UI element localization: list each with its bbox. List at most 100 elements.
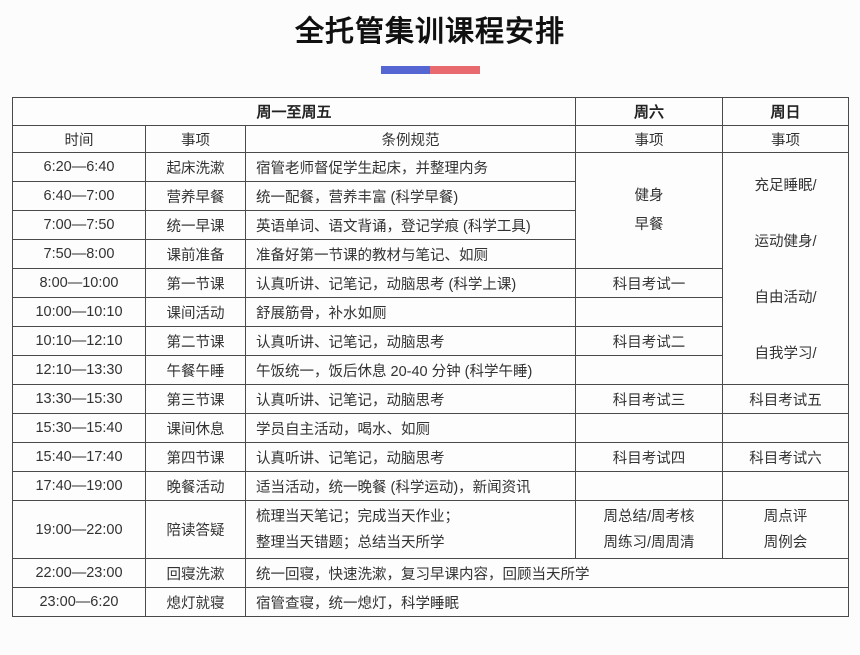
time-cell: 13:30—15:30 — [12, 384, 146, 414]
sun-line2: 周例会 — [763, 534, 808, 551]
divider-blue-segment — [380, 66, 430, 74]
item-cell: 起床洗漱 — [145, 152, 246, 182]
table-row: 6:40—7:00 营养早餐 统一配餐，营养丰富 (科学早餐) — [12, 181, 849, 211]
time-cell: 19:00—22:00 — [12, 500, 146, 559]
saturday-cell — [575, 471, 724, 501]
saturday-cell: 科目考试二 — [575, 326, 724, 356]
header-row-columns: 时间 事项 条例规范 事项 事项 — [12, 125, 850, 153]
rule-cell: 认真听讲、记笔记，动脑思考 — [244, 442, 577, 472]
sunday-cell: 科目考试六 — [722, 442, 850, 472]
divider-red-segment — [430, 66, 480, 74]
item-cell: 午餐午睡 — [145, 355, 246, 385]
header-sat-item: 事项 — [575, 125, 724, 153]
header-time: 时间 — [12, 125, 146, 153]
item-cell: 课间休息 — [145, 413, 246, 443]
rule-cell: 认真听讲、记笔记，动脑思考 — [244, 384, 577, 414]
time-cell: 10:10—12:10 — [12, 326, 146, 356]
time-cell: 6:40—7:00 — [12, 181, 146, 211]
sunday-cell: 周点评 周例会 — [722, 500, 850, 559]
table-row: 15:30—15:40 课间休息 学员自主活动，喝水、如厕 — [12, 413, 850, 443]
rule-cell: 学员自主活动，喝水、如厕 — [244, 413, 577, 443]
item-cell: 课前准备 — [145, 239, 246, 269]
rule-cell: 准备好第一节课的教材与笔记、如厕 — [244, 239, 577, 269]
item-cell: 陪读答疑 — [145, 500, 246, 559]
table-row: 13:30—15:30 第三节课 认真听讲、记笔记，动脑思考 科目考试三 科目考… — [12, 384, 850, 414]
rule-cell: 舒展筋骨，补水如厕 — [244, 297, 577, 327]
time-cell: 7:50—8:00 — [12, 239, 146, 269]
rule-cell: 梳理当天笔记；完成当天作业； 整理当天错题；总结当天所学 — [244, 500, 577, 559]
rule-cell-full-width: 宿管查寝，统一熄灯，科学睡眠 — [244, 587, 850, 617]
rule-cell: 适当活动，统一晚餐 (科学运动)，新闻资讯 — [244, 471, 577, 501]
saturday-cell: 科目考试三 — [575, 384, 724, 414]
table-row: 7:50—8:00 课前准备 准备好第一节课的教材与笔记、如厕 — [12, 239, 849, 269]
table-row: 6:20—6:40 起床洗漱 宿管老师督促学生起床，并整理内务 健身 早餐 充足… — [12, 152, 850, 385]
header-item: 事项 — [145, 125, 246, 153]
sunday-cell: 科目考试五 — [722, 384, 850, 414]
saturday-cell — [575, 413, 724, 443]
sat-line2: 周练习/周周清 — [603, 534, 695, 551]
saturday-cell: 周总结/周考核 周练习/周周清 — [575, 500, 724, 559]
header-sunday: 周日 — [722, 97, 850, 126]
sun-block-line2: 运动健身/ — [754, 234, 817, 250]
table-row: 7:00—7:50 统一早课 英语单词、语文背诵，登记学痕 (科学工具) — [12, 210, 849, 240]
table-row: 12:10—13:30 午餐午睡 午饭统一，饭后休息 20-40 分钟 (科学午… — [12, 355, 849, 385]
table-row: 22:00—23:00 回寝洗漱 统一回寝，快速洗漱，复习早课内容，回顾当天所学 — [12, 558, 850, 588]
page-title: 全托管集训课程安排 — [294, 16, 565, 48]
saturday-cell — [575, 297, 724, 327]
time-cell: 15:30—15:40 — [12, 413, 146, 443]
time-cell: 15:40—17:40 — [12, 442, 146, 472]
item-cell: 第三节课 — [145, 384, 246, 414]
header-sun-item: 事项 — [722, 125, 850, 153]
header-saturday: 周六 — [575, 97, 724, 126]
table-row: 17:40—19:00 晚餐活动 适当活动，统一晚餐 (科学运动)，新闻资讯 — [12, 471, 850, 501]
header-weekdays: 周一至周五 — [11, 97, 577, 126]
schedule-table: 周一至周五 周六 周日 时间 事项 条例规范 事项 事项 6:20—6:40 起… — [11, 97, 850, 617]
rule-cell: 英语单词、语文背诵，登记学痕 (科学工具) — [244, 210, 577, 240]
header-rules: 条例规范 — [244, 125, 577, 153]
time-cell: 6:20—6:40 — [12, 152, 146, 182]
table-row: 19:00—22:00 陪读答疑 梳理当天笔记；完成当天作业； 整理当天错题；总… — [12, 500, 850, 559]
time-cell: 17:40—19:00 — [12, 471, 146, 501]
rule-cell: 宿管老师督促学生起床，并整理内务 — [244, 152, 577, 182]
header-row-days: 周一至周五 周六 周日 — [11, 97, 850, 126]
rule-cell: 认真听讲、记笔记，动脑思考 (科学上课) — [244, 268, 577, 298]
item-cell: 第二节课 — [145, 326, 246, 356]
item-cell: 统一早课 — [145, 210, 246, 240]
item-cell: 熄灯就寝 — [145, 587, 246, 617]
rule-cell-full-width: 统一回寝，快速洗漱，复习早课内容，回顾当天所学 — [244, 558, 850, 588]
rule-cell: 统一配餐，营养丰富 (科学早餐) — [244, 181, 577, 211]
item-cell: 晚餐活动 — [145, 471, 246, 501]
table-row: 10:00—10:10 课间活动 舒展筋骨，补水如厕 — [12, 297, 849, 327]
saturday-cell: 科目考试四 — [575, 442, 724, 472]
item-cell: 第四节课 — [145, 442, 246, 472]
item-cell: 回寝洗漱 — [145, 558, 246, 588]
sunday-block-cell: 充足睡眠/ 运动健身/ 自由活动/ 自我学习/ — [722, 152, 850, 385]
saturday-cell: 科目考试一 — [575, 268, 724, 298]
sun-line1: 周点评 — [763, 508, 808, 525]
rule-line2: 整理当天错题；总结当天所学 — [256, 534, 445, 551]
time-cell: 8:00—10:00 — [12, 268, 146, 298]
sunday-cell — [722, 413, 850, 443]
item-cell: 课间活动 — [145, 297, 246, 327]
sat-morning-line2: 早餐 — [634, 216, 664, 233]
table-row: 8:00—10:00 第一节课 认真听讲、记笔记，动脑思考 (科学上课) 科目考… — [12, 268, 849, 298]
table-row: 23:00—6:20 熄灯就寝 宿管查寝，统一熄灯，科学睡眠 — [12, 587, 850, 617]
saturday-morning-cell: 健身 早餐 — [575, 152, 724, 269]
sat-morning-line1: 健身 — [634, 187, 664, 204]
sat-line1: 周总结/周考核 — [603, 508, 695, 525]
time-cell: 22:00—23:00 — [12, 558, 146, 588]
title-divider — [380, 66, 480, 74]
rule-cell: 午饭统一，饭后休息 20-40 分钟 (科学午睡) — [244, 355, 577, 385]
time-cell: 12:10—13:30 — [12, 355, 146, 385]
sun-block-line4: 自我学习/ — [754, 346, 817, 362]
time-cell: 10:00—10:10 — [12, 297, 146, 327]
time-cell: 7:00—7:50 — [12, 210, 146, 240]
sunday-cell — [722, 471, 850, 501]
table-row: 15:40—17:40 第四节课 认真听讲、记笔记，动脑思考 科目考试四 科目考… — [12, 442, 850, 472]
rule-cell: 认真听讲、记笔记，动脑思考 — [244, 326, 577, 356]
time-cell: 23:00—6:20 — [12, 587, 146, 617]
item-cell: 第一节课 — [145, 268, 246, 298]
rule-line1: 梳理当天笔记；完成当天作业； — [256, 508, 459, 525]
sun-block-line3: 自由活动/ — [754, 290, 817, 306]
item-cell: 营养早餐 — [145, 181, 246, 211]
